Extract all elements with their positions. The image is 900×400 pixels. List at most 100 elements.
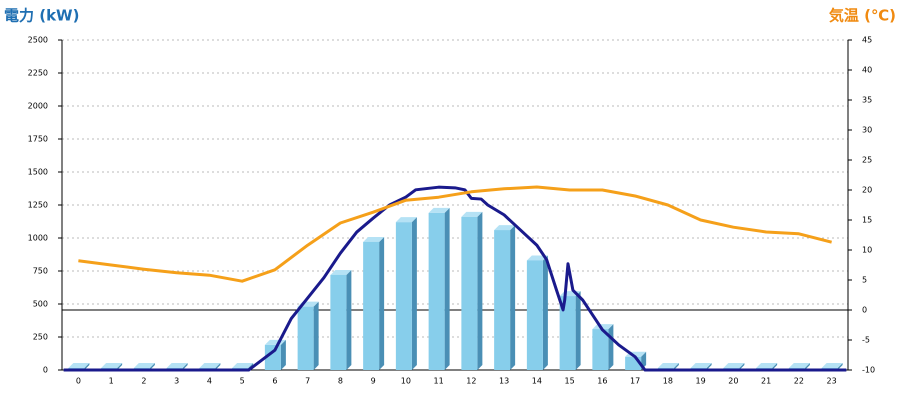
x-tick-label: 13 — [499, 377, 509, 386]
x-tick-label: 14 — [532, 377, 542, 386]
bar-face — [657, 363, 679, 368]
bar-face — [608, 324, 614, 370]
x-tick-label: 22 — [794, 377, 804, 386]
x-tick-label: 6 — [272, 377, 277, 386]
y2-tick-label: 35 — [862, 96, 872, 105]
y2-tick-label: 20 — [862, 186, 872, 195]
bar-face — [526, 260, 543, 370]
y2-tick-label: 45 — [862, 36, 872, 45]
y2-tick-label: 30 — [862, 126, 872, 135]
bar-face — [215, 363, 221, 370]
bar-face — [837, 363, 843, 370]
bar-face — [264, 344, 281, 370]
bar-face — [428, 207, 450, 213]
bar-face — [559, 296, 576, 370]
y2-tick-label: 10 — [862, 246, 872, 255]
x-tick-label: 23 — [827, 377, 837, 386]
bar-face — [149, 363, 155, 370]
bar-face — [804, 363, 810, 370]
bar-face — [166, 363, 188, 368]
bar-face — [68, 363, 90, 368]
bar-face — [330, 269, 352, 275]
bar-face — [84, 363, 90, 370]
bar — [330, 269, 352, 370]
y2-tick-label: 25 — [862, 156, 872, 165]
x-tick-label: 1 — [109, 377, 114, 386]
bar-face — [199, 363, 221, 368]
bar-face — [395, 217, 417, 223]
bar-face — [592, 324, 614, 330]
x-tick-label: 3 — [174, 377, 179, 386]
x-tick-label: 12 — [466, 377, 476, 386]
bar — [428, 207, 450, 370]
x-tick-label: 9 — [371, 377, 376, 386]
bar-face — [739, 363, 745, 370]
y-tick-label: 500 — [33, 300, 48, 309]
y-tick-label: 0 — [43, 366, 48, 375]
bar-face — [313, 301, 319, 370]
bar — [297, 301, 319, 370]
bar-face — [575, 291, 581, 370]
bar-face — [232, 363, 254, 368]
line — [63, 185, 847, 372]
bar — [592, 324, 614, 370]
bar-face — [477, 211, 483, 370]
x-tick-label: 19 — [696, 377, 706, 386]
bar-face — [444, 207, 450, 370]
y2-tick-label: 5 — [862, 276, 867, 285]
bar-face — [363, 236, 385, 242]
bar-face — [182, 363, 188, 370]
bar-face — [592, 329, 609, 370]
bar-face — [297, 306, 314, 370]
x-tick-label: 16 — [597, 377, 607, 386]
bar-face — [461, 211, 483, 217]
bar-face — [363, 241, 380, 370]
bar — [395, 217, 417, 370]
y-tick-label: 2000 — [28, 102, 48, 111]
bar-face — [788, 363, 810, 368]
x-tick-label: 15 — [565, 377, 575, 386]
bar-face — [821, 363, 843, 368]
y-tick-label: 250 — [33, 333, 48, 342]
y-tick-label: 2500 — [28, 36, 48, 45]
x-tick-label: 4 — [207, 377, 212, 386]
bar-face — [133, 363, 155, 368]
line — [78, 185, 832, 283]
x-tick-label: 0 — [76, 377, 81, 386]
bar-face — [428, 212, 445, 370]
bar-face — [690, 363, 712, 368]
bar — [494, 225, 516, 370]
x-tick-label: 2 — [141, 377, 146, 386]
x-tick-label: 8 — [338, 377, 343, 386]
bar-face — [673, 363, 679, 370]
y-tick-label: 1500 — [28, 168, 48, 177]
bar-face — [346, 269, 352, 370]
bar-face — [756, 363, 778, 368]
y2-tick-label: 15 — [862, 216, 872, 225]
y-tick-label: 1250 — [28, 201, 48, 210]
y2-tick-label: -5 — [862, 336, 870, 345]
x-tick-label: 21 — [761, 377, 771, 386]
y-tick-label: 1750 — [28, 135, 48, 144]
bar-face — [526, 255, 548, 261]
y2-tick-label: 40 — [862, 66, 872, 75]
bar-face — [510, 225, 516, 370]
y-tick-label: 2250 — [28, 69, 48, 78]
y-tick-label: 1000 — [28, 234, 48, 243]
bar-face — [411, 217, 417, 370]
bar-face — [101, 363, 123, 368]
y-axis-title: 電力 (kW) — [4, 7, 79, 25]
x-tick-label: 7 — [305, 377, 310, 386]
bar-face — [723, 363, 745, 368]
y2-tick-label: 0 — [862, 306, 867, 315]
bar-face — [395, 222, 412, 370]
bar-face — [280, 339, 286, 370]
x-tick-label: 11 — [434, 377, 444, 386]
bar-face — [494, 225, 516, 231]
y-tick-label: 750 — [33, 267, 48, 276]
x-tick-label: 17 — [630, 377, 640, 386]
x-tick-label: 10 — [401, 377, 411, 386]
x-tick-label: 18 — [663, 377, 673, 386]
x-tick-label: 20 — [728, 377, 738, 386]
